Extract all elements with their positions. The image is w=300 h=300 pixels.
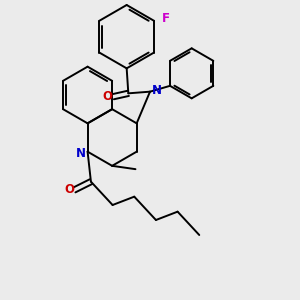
Text: N: N: [152, 85, 162, 98]
Text: N: N: [76, 147, 86, 160]
Text: O: O: [102, 90, 112, 103]
Text: O: O: [64, 184, 74, 196]
Text: F: F: [161, 12, 169, 25]
